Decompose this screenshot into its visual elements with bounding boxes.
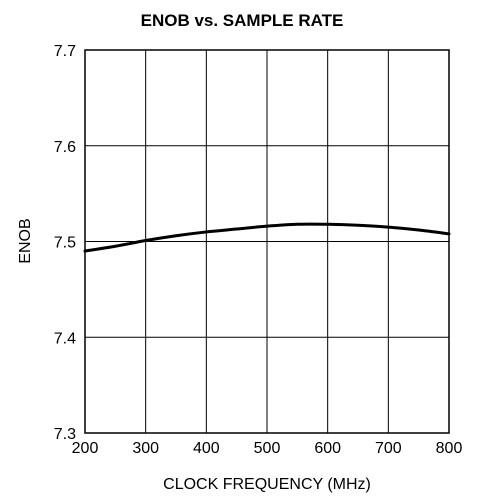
y-tick-label: 7.4: [54, 330, 76, 347]
x-axis-label: CLOCK FREQUENCY (MHz): [163, 476, 371, 493]
series-layer: [83, 222, 451, 253]
x-tick-label: 200: [72, 440, 99, 457]
y-tick-label: 7.7: [54, 43, 76, 60]
x-tick-label: 700: [375, 440, 402, 457]
x-tick-label: 400: [193, 440, 220, 457]
plot-frame: [84, 49, 450, 434]
y-tick-label: 7.5: [54, 235, 76, 252]
chart-title: ENOB vs. SAMPLE RATE: [141, 11, 344, 30]
x-tick-labels: 200 300 400 500 600 700 800: [72, 440, 463, 457]
x-tick-label: 300: [132, 440, 159, 457]
y-axis-label: ENOB: [17, 218, 34, 263]
series-line: [83, 222, 451, 253]
y-tick-labels: 7.3 7.4 7.5 7.6 7.7: [54, 43, 76, 443]
y-tick-label: 7.6: [54, 139, 76, 156]
x-tick-label: 600: [314, 440, 341, 457]
x-tick-label: 500: [254, 440, 281, 457]
y-tick-label: 7.3: [54, 426, 76, 443]
x-tick-label: 800: [436, 440, 463, 457]
